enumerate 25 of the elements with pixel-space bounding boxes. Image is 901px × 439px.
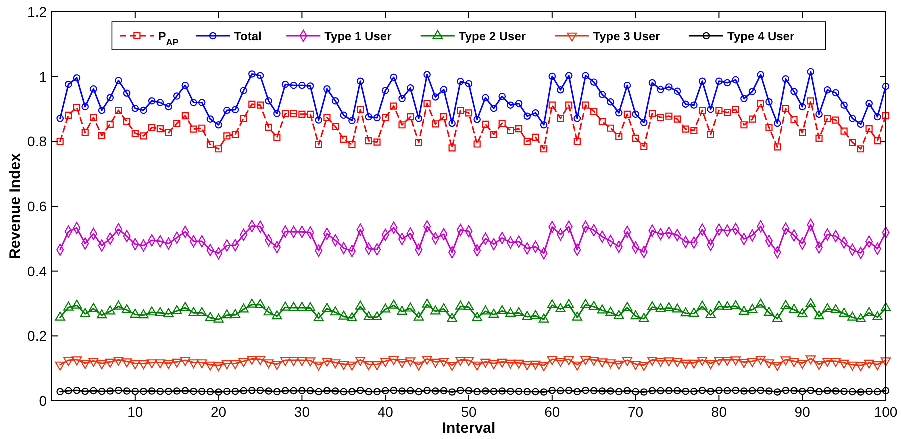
x-tick-label: 100 bbox=[874, 404, 898, 420]
x-tick-label: 10 bbox=[128, 404, 144, 420]
y-tick-label: 1 bbox=[39, 68, 48, 85]
x-axis-title: Interval bbox=[442, 420, 496, 437]
x-tick-label: 80 bbox=[711, 404, 728, 420]
legend-label: Type 2 User bbox=[458, 30, 526, 44]
y-axis-title: Revenue Index bbox=[7, 152, 24, 260]
x-tick-label: 90 bbox=[794, 404, 811, 420]
x-tick-label: 40 bbox=[378, 404, 394, 420]
y-tick-label: 1.2 bbox=[28, 4, 48, 20]
x-tick-label: 60 bbox=[544, 404, 560, 420]
y-tick-label: 0.2 bbox=[28, 328, 48, 344]
legend-label: Total bbox=[234, 30, 262, 44]
y-tick-label: 0.6 bbox=[28, 198, 48, 214]
y-tick-label: 0.4 bbox=[28, 263, 48, 280]
legend-label: Type 1 User bbox=[324, 30, 392, 44]
x-tick-label: 30 bbox=[294, 404, 310, 420]
legend-label: P$_{AP}$ bbox=[158, 30, 179, 48]
x-tick-label: 20 bbox=[211, 404, 227, 420]
x-tick-label: 50 bbox=[461, 404, 477, 420]
y-tick-label: 0.8 bbox=[28, 134, 48, 150]
y-tick-label: 0 bbox=[39, 393, 48, 409]
legend-label: Type 3 User bbox=[593, 30, 661, 44]
x-tick-label: 70 bbox=[628, 404, 644, 420]
legend-label: Type 4 User bbox=[728, 30, 795, 44]
